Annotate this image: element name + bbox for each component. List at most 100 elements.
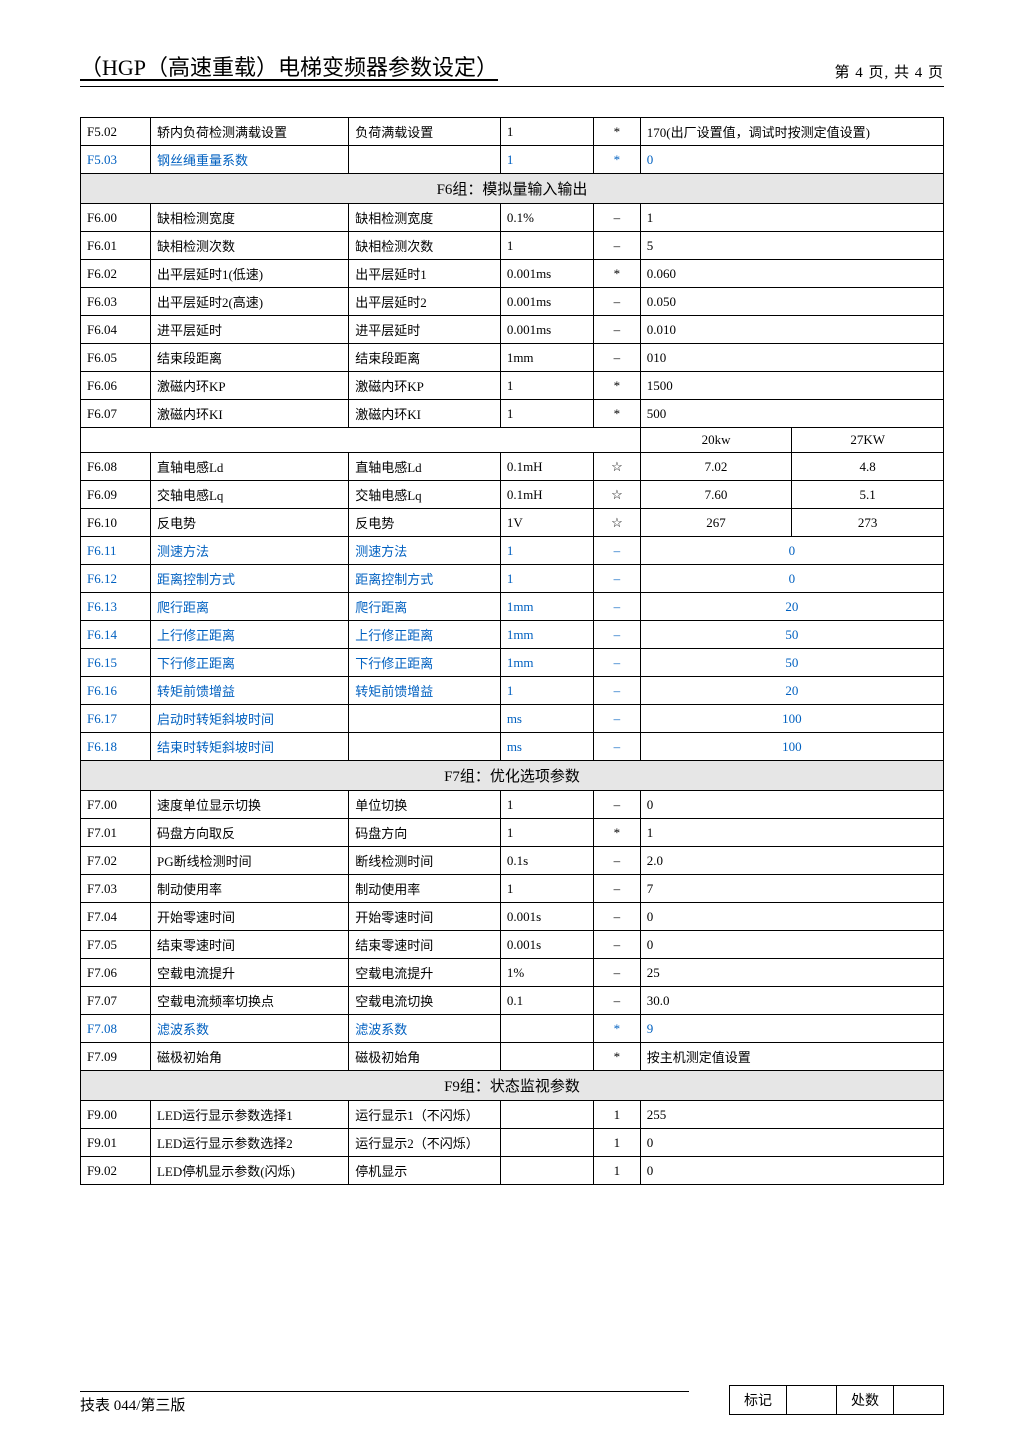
cell: F6.05 [81,344,151,372]
cell: 下行修正距离 [150,649,348,677]
cell: 交轴电感Lq [349,481,501,509]
cell: 1 [500,565,593,593]
cell: F6.00 [81,204,151,232]
cell: 0.1s [500,847,593,875]
table-row: F6.12距离控制方式距离控制方式1–0 [81,565,944,593]
cell: F7.08 [81,1015,151,1043]
cell: 下行修正距离 [349,649,501,677]
cell: 上行修正距离 [349,621,501,649]
cell: * [594,819,641,847]
table-row: F6.18结束时转矩斜坡时间ms–100 [81,733,944,761]
cell: – [594,621,641,649]
page-title: （HGP（高速重载）电梯变频器参数设定） [80,50,498,82]
table-row: F6.06激磁内环KP激磁内环KP1*1500 [81,372,944,400]
cell: 20 [640,593,943,621]
cell [500,1043,593,1071]
cell: LED运行显示参数选择1 [150,1101,348,1129]
cell: 0.1mH [500,453,593,481]
table-row: F7.06空载电流提升空载电流提升1%–25 [81,959,944,987]
cell [349,146,501,174]
form-version: 技表 044/第三版 [80,1391,689,1415]
cell: – [594,903,641,931]
cell: – [594,537,641,565]
cell: 1 [500,400,593,428]
cell: 1500 [640,372,943,400]
cell: F7.05 [81,931,151,959]
table-row: F6.05结束段距离结束段距离1mm–010 [81,344,944,372]
cell: 出平层延时1(低速) [150,260,348,288]
cell: 0.001ms [500,260,593,288]
cell: 267 [640,509,792,537]
table-row: F5.03钢丝绳重量系数1*0 [81,146,944,174]
cell: – [594,565,641,593]
cell: – [594,931,641,959]
cell: – [594,649,641,677]
cell: – [594,987,641,1015]
cell: – [594,733,641,761]
cell: 1 [594,1101,641,1129]
cell: F6.15 [81,649,151,677]
cell: 空载电流切换 [349,987,501,1015]
cell: 1mm [500,621,593,649]
cell: – [594,344,641,372]
cell: F5.02 [81,118,151,146]
cell: 100 [640,705,943,733]
cell: 1 [594,1129,641,1157]
cell: 转矩前馈增益 [150,677,348,705]
cell: 7.02 [640,453,792,481]
cell: 空载电流提升 [150,959,348,987]
cell: – [594,288,641,316]
cell: F6.08 [81,453,151,481]
cell: 按主机测定值设置 [640,1043,943,1071]
cell: 170(出厂设置值，调试时按测定值设置) [640,118,943,146]
cell: 273 [792,509,944,537]
cell: F7.07 [81,987,151,1015]
cell: 制动使用率 [349,875,501,903]
table-row: F7.08滤波系数滤波系数*9 [81,1015,944,1043]
table-row: F6.07激磁内环KI激磁内环KI1*500 [81,400,944,428]
cell: 1 [500,146,593,174]
cell: 0 [640,1157,943,1185]
cell: 1mm [500,344,593,372]
cell: F7.01 [81,819,151,847]
cell: 20kw [640,428,792,453]
cell: 钢丝绳重量系数 [150,146,348,174]
cell: 结束段距离 [150,344,348,372]
cell: 进平层延时 [150,316,348,344]
page-header: （HGP（高速重载）电梯变频器参数设定） 第 4 页, 共 4 页 [80,50,944,87]
table-row: F7.04开始零速时间开始零速时间0.001s–0 [81,903,944,931]
cell: LED停机显示参数(闪烁) [150,1157,348,1185]
page-footer: 技表 044/第三版 标记 处数 [80,1385,944,1415]
cell: – [594,593,641,621]
cell: 距离控制方式 [349,565,501,593]
cell: 磁极初始角 [349,1043,501,1071]
cell: 0.001ms [500,288,593,316]
cell: 1 [640,204,943,232]
cell: 0.1% [500,204,593,232]
cell: 空载电流提升 [349,959,501,987]
cell: ms [500,705,593,733]
cell: ☆ [594,481,641,509]
cell: 1 [500,677,593,705]
cell: 运行显示1（不闪烁） [349,1101,501,1129]
cell: 5 [640,232,943,260]
cell: F7.02 [81,847,151,875]
cell: 0.1 [500,987,593,1015]
cell: 30.0 [640,987,943,1015]
cell: 距离控制方式 [150,565,348,593]
section-title: F7组：优化选项参数 [81,761,944,791]
cell: 开始零速时间 [150,903,348,931]
cell: 1 [500,232,593,260]
cell: 0.001s [500,903,593,931]
cell: 缺相检测次数 [349,232,501,260]
cell: LED运行显示参数选择2 [150,1129,348,1157]
sig-blank [787,1386,837,1415]
cell: 单位切换 [349,791,501,819]
cell: 轿内负荷检测满载设置 [150,118,348,146]
cell: F6.10 [81,509,151,537]
cell: 直轴电感Ld [349,453,501,481]
table-row: 20kw27KW [81,428,944,453]
cell: – [594,959,641,987]
cell: 25 [640,959,943,987]
cell: 交轴电感Lq [150,481,348,509]
